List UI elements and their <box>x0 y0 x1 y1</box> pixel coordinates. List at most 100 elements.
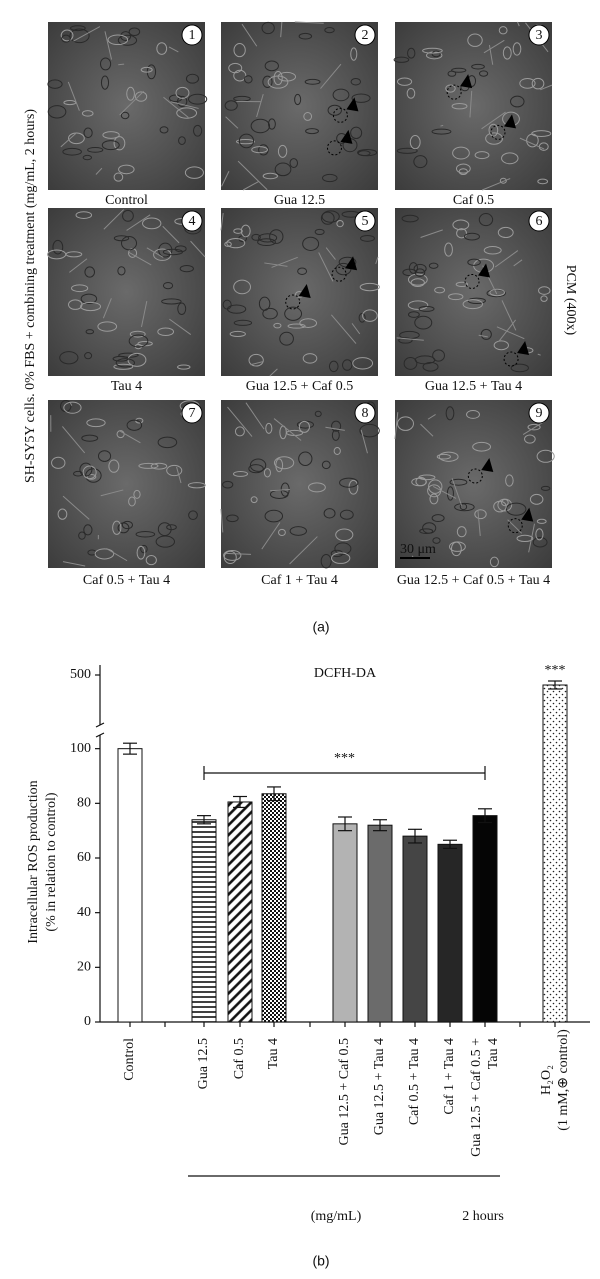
cell <box>71 284 89 293</box>
cell <box>81 434 99 442</box>
cell <box>51 456 66 469</box>
cell <box>304 78 321 85</box>
cell <box>305 128 319 135</box>
arrowhead <box>345 256 358 271</box>
neurite <box>482 178 511 191</box>
cell <box>536 518 547 524</box>
cell <box>257 238 276 247</box>
cell <box>233 42 246 58</box>
neurite <box>95 167 103 175</box>
y-tick-label: 100 <box>70 741 91 756</box>
cell <box>308 482 326 493</box>
cell <box>480 328 492 340</box>
image-number-badge <box>354 210 376 232</box>
micrograph-image <box>48 208 205 376</box>
error-bar <box>123 742 137 755</box>
cell <box>250 496 258 504</box>
neurite <box>318 252 334 282</box>
cell <box>451 102 468 110</box>
neurite <box>477 509 481 536</box>
neurite <box>522 420 545 436</box>
cell <box>489 288 505 297</box>
chart-title: DCFH-DA <box>314 666 377 681</box>
cell <box>128 27 141 37</box>
cell <box>362 309 378 322</box>
y-tick-label: 0 <box>84 1014 91 1029</box>
neurite <box>103 209 125 230</box>
cell <box>359 234 375 242</box>
neurite <box>227 406 253 437</box>
neurite <box>106 547 128 562</box>
cell <box>455 281 469 287</box>
cell <box>121 520 133 530</box>
neurite <box>540 84 553 91</box>
cell <box>410 278 425 288</box>
neurite <box>264 262 288 267</box>
cell <box>339 509 354 520</box>
cell <box>334 542 352 555</box>
cell <box>134 91 148 102</box>
neurite <box>427 414 436 420</box>
cell <box>262 75 273 88</box>
image-number-badge <box>528 402 550 424</box>
cell <box>501 152 519 165</box>
cell <box>451 67 467 73</box>
cell <box>328 360 339 373</box>
marked-cell <box>503 351 519 367</box>
cell <box>448 293 464 301</box>
cell <box>294 93 302 106</box>
cell <box>341 359 353 371</box>
image-number-badge <box>181 402 203 424</box>
cell <box>265 422 273 434</box>
bar <box>191 819 217 1023</box>
y-tick-label: 40 <box>77 905 91 920</box>
neurite <box>61 426 86 454</box>
cell <box>126 419 143 431</box>
cell <box>222 299 232 310</box>
cell <box>113 363 134 370</box>
x-tick-label: Caf 1 + Tau 4 <box>442 1038 457 1115</box>
micrograph: 9 <box>394 400 555 568</box>
cell <box>438 451 459 462</box>
neurite <box>269 368 278 377</box>
cell <box>524 434 536 444</box>
neurite <box>69 258 88 273</box>
error-bar <box>233 795 247 809</box>
cell <box>145 555 157 566</box>
cell <box>84 266 96 278</box>
x-tick-label: Gua 12.5 + Caf 0.5 + Tau 4 <box>469 1038 501 1157</box>
cell <box>501 498 509 507</box>
image-number: 6 <box>536 214 543 229</box>
cell <box>320 211 335 225</box>
cell <box>159 126 169 134</box>
cell <box>422 361 439 372</box>
neurite <box>528 523 535 553</box>
cell <box>187 482 206 489</box>
cell <box>540 485 551 491</box>
cell <box>47 249 67 260</box>
cell <box>357 148 378 157</box>
image-number: 8 <box>362 406 369 421</box>
cell <box>445 406 455 421</box>
error-bar <box>197 815 211 825</box>
neurite <box>119 90 144 116</box>
cell <box>251 146 268 154</box>
bar <box>367 824 393 1023</box>
cell <box>240 224 251 238</box>
cell <box>537 178 549 185</box>
cell <box>223 550 242 561</box>
cell <box>120 111 130 120</box>
cell <box>47 79 63 89</box>
cell <box>431 128 452 135</box>
cell <box>120 31 132 42</box>
cell <box>128 496 136 507</box>
arrowhead <box>517 341 530 356</box>
cell <box>57 508 68 520</box>
image-number: 5 <box>362 214 369 229</box>
cell <box>273 456 295 470</box>
cell <box>333 447 341 455</box>
cell <box>269 229 284 244</box>
neurite <box>104 31 113 60</box>
cell <box>510 95 525 108</box>
cell <box>262 307 278 320</box>
